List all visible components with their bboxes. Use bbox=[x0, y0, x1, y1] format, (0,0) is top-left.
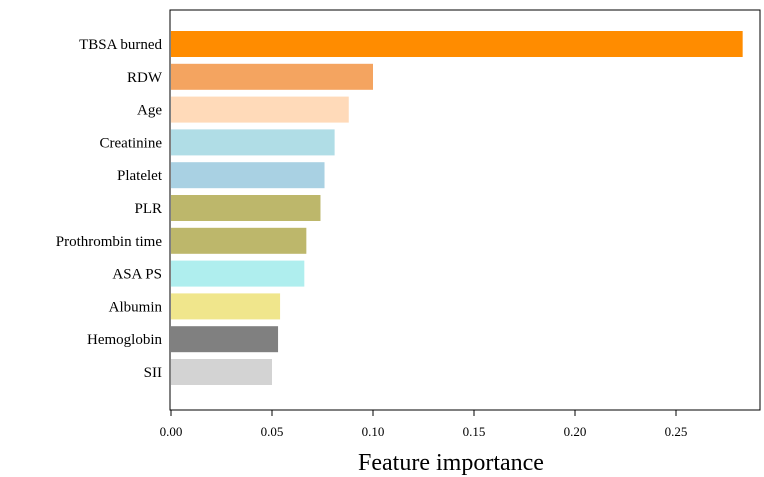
bar-sii bbox=[171, 359, 272, 385]
bar-hemoglobin bbox=[171, 326, 279, 353]
bar-age bbox=[171, 96, 349, 123]
x-tick-label: 0.20 bbox=[564, 424, 587, 439]
bar-tbsa-burned bbox=[171, 31, 743, 57]
category-label: SII bbox=[144, 365, 162, 381]
x-axis-title: Feature importance bbox=[358, 450, 544, 476]
x-tick-label: 0.10 bbox=[362, 424, 385, 439]
bar-albumin bbox=[171, 293, 281, 320]
bar-creatinine bbox=[171, 129, 335, 156]
bar-platelet bbox=[171, 162, 325, 189]
category-label: Albumin bbox=[109, 299, 163, 315]
bar-rdw bbox=[171, 63, 373, 90]
x-tick-label: 0.25 bbox=[665, 424, 688, 439]
x-tick-label: 0.05 bbox=[261, 424, 284, 439]
category-label: RDW bbox=[127, 70, 163, 86]
x-axis-ticks: 0.00 0.05 0.10 0.15 0.20 0.25 bbox=[160, 410, 688, 439]
category-label: Platelet bbox=[117, 168, 163, 184]
category-label: Age bbox=[137, 103, 162, 119]
x-tick-label: 0.15 bbox=[463, 424, 486, 439]
category-label: TBSA burned bbox=[79, 37, 162, 53]
category-label: PLR bbox=[134, 201, 162, 217]
bar-plr bbox=[171, 195, 321, 221]
bar-prothrombin-time bbox=[171, 227, 307, 254]
bars-group bbox=[171, 31, 743, 385]
category-label: Hemoglobin bbox=[87, 332, 162, 348]
x-tick-label: 0.00 bbox=[160, 424, 183, 439]
category-label: Prothrombin time bbox=[56, 234, 163, 250]
category-label: Creatinine bbox=[100, 135, 163, 151]
category-label: ASA PS bbox=[112, 267, 162, 283]
plot-frame bbox=[169, 9, 761, 411]
category-labels: TBSA burned RDW Age Creatinine Platelet PLR Pr… bbox=[56, 37, 163, 381]
bar-asa-ps bbox=[171, 260, 305, 287]
